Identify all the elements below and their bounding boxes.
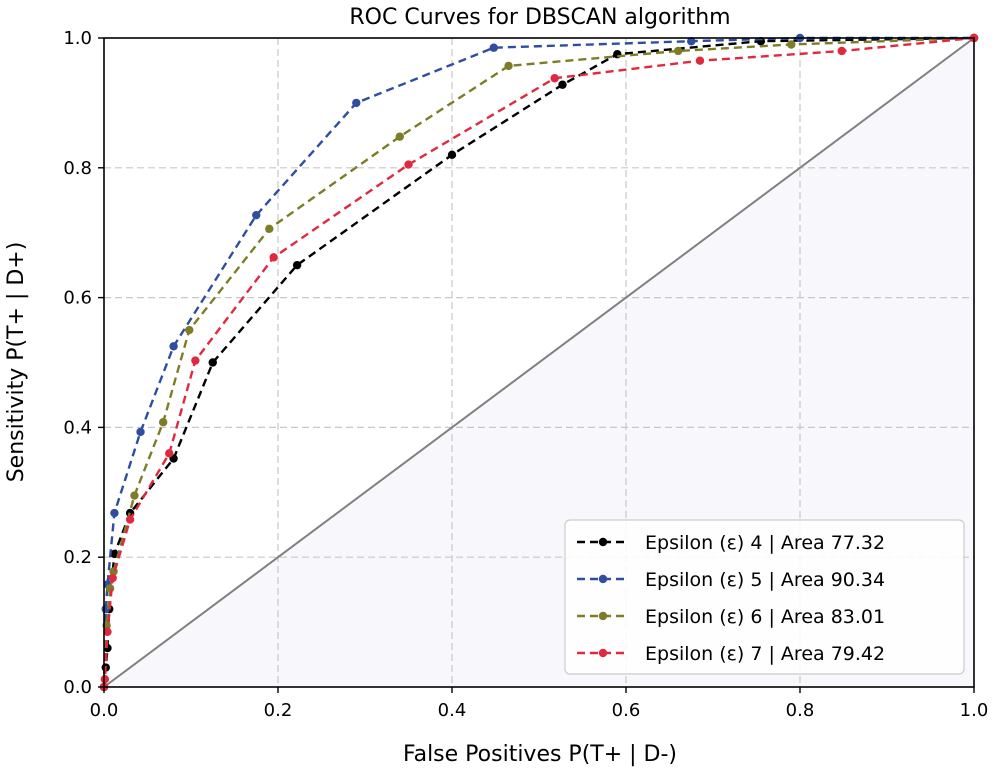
data-point (208, 358, 217, 367)
data-point (837, 46, 846, 56)
data-point (185, 325, 194, 335)
legend: Epsilon (ε) 4 | Area 77.32 Epsilon (ε) 5 … (564, 519, 965, 675)
legend-label: Epsilon (ε) 5 | Area 90.34 (645, 569, 885, 591)
legend-item: Epsilon (ε) 6 | Area 83.01 (577, 606, 885, 628)
data-point (158, 418, 168, 427)
x-tick-label: 0.4 (438, 700, 467, 721)
y-tick-label: 0.4 (63, 417, 92, 438)
data-point (105, 584, 115, 593)
legend-marker (598, 648, 608, 658)
data-point (269, 253, 278, 262)
legend-marker (598, 574, 608, 584)
data-point (265, 224, 274, 234)
y-tick-label: 1.0 (63, 28, 92, 49)
x-axis-title: False Positives P(T+ | D-) (403, 742, 677, 767)
legend-marker (598, 537, 608, 547)
data-point (695, 56, 705, 65)
data-point (252, 210, 261, 220)
data-point (191, 356, 200, 365)
data-point (687, 37, 696, 46)
legend-marker (598, 611, 608, 621)
y-tick-label: 0.6 (63, 288, 92, 309)
data-point (165, 449, 174, 458)
legend-items: Epsilon (ε) 4 | Area 77.32 Epsilon (ε) 5 … (577, 532, 885, 665)
data-point (352, 98, 361, 108)
data-point (130, 491, 139, 500)
data-point (504, 61, 513, 71)
data-point (404, 160, 413, 169)
series-4 (99, 33, 979, 692)
data-point (100, 675, 110, 684)
data-point (489, 43, 498, 52)
x-tick-label: 0.8 (786, 700, 815, 721)
y-tick-label: 0.8 (63, 158, 92, 179)
legend-box (564, 519, 965, 675)
data-point (674, 46, 683, 56)
legend-label: Epsilon (ε) 7 | Area 79.42 (645, 643, 885, 665)
data-point (108, 573, 117, 583)
data-point (447, 150, 457, 160)
legend-label: Epsilon (ε) 6 | Area 83.01 (645, 606, 885, 628)
legend-label: Epsilon (ε) 4 | Area 77.32 (645, 532, 885, 554)
y-tick-label: 0.2 (63, 547, 92, 568)
data-point (110, 549, 119, 559)
legend-item: Epsilon (ε) 7 | Area 79.42 (577, 643, 885, 665)
y-axis-title: Sensitivity P(T+ | D+) (4, 242, 29, 483)
data-point (787, 40, 796, 49)
data-point (110, 508, 119, 518)
legend-item: Epsilon (ε) 4 | Area 77.32 (577, 532, 885, 554)
data-point (395, 132, 404, 141)
data-point (550, 74, 559, 83)
reference-diagonal-line (103, 37, 975, 688)
x-tick-label: 1.0 (960, 700, 989, 721)
data-point (136, 427, 145, 437)
y-axis-ticks: 0.0 0.2 0.4 0.6 0.8 1.0 (63, 28, 104, 698)
x-tick-label: 0.0 (90, 700, 119, 721)
data-point (169, 342, 178, 351)
x-tick-label: 0.6 (612, 700, 641, 721)
data-point (125, 515, 135, 524)
data-point (103, 627, 112, 637)
y-tick-label: 0.0 (63, 677, 92, 698)
data-point (292, 260, 302, 270)
series-lines (99, 33, 979, 692)
x-axis-ticks: 0.0 0.2 0.4 0.6 0.8 1.0 (90, 687, 989, 721)
x-tick-label: 0.2 (264, 700, 293, 721)
plot-frame (103, 37, 975, 688)
chart-title: ROC Curves for DBSCAN algorithm (349, 5, 730, 30)
legend-item: Epsilon (ε) 5 | Area 90.34 (577, 569, 885, 591)
data-point (558, 80, 567, 89)
